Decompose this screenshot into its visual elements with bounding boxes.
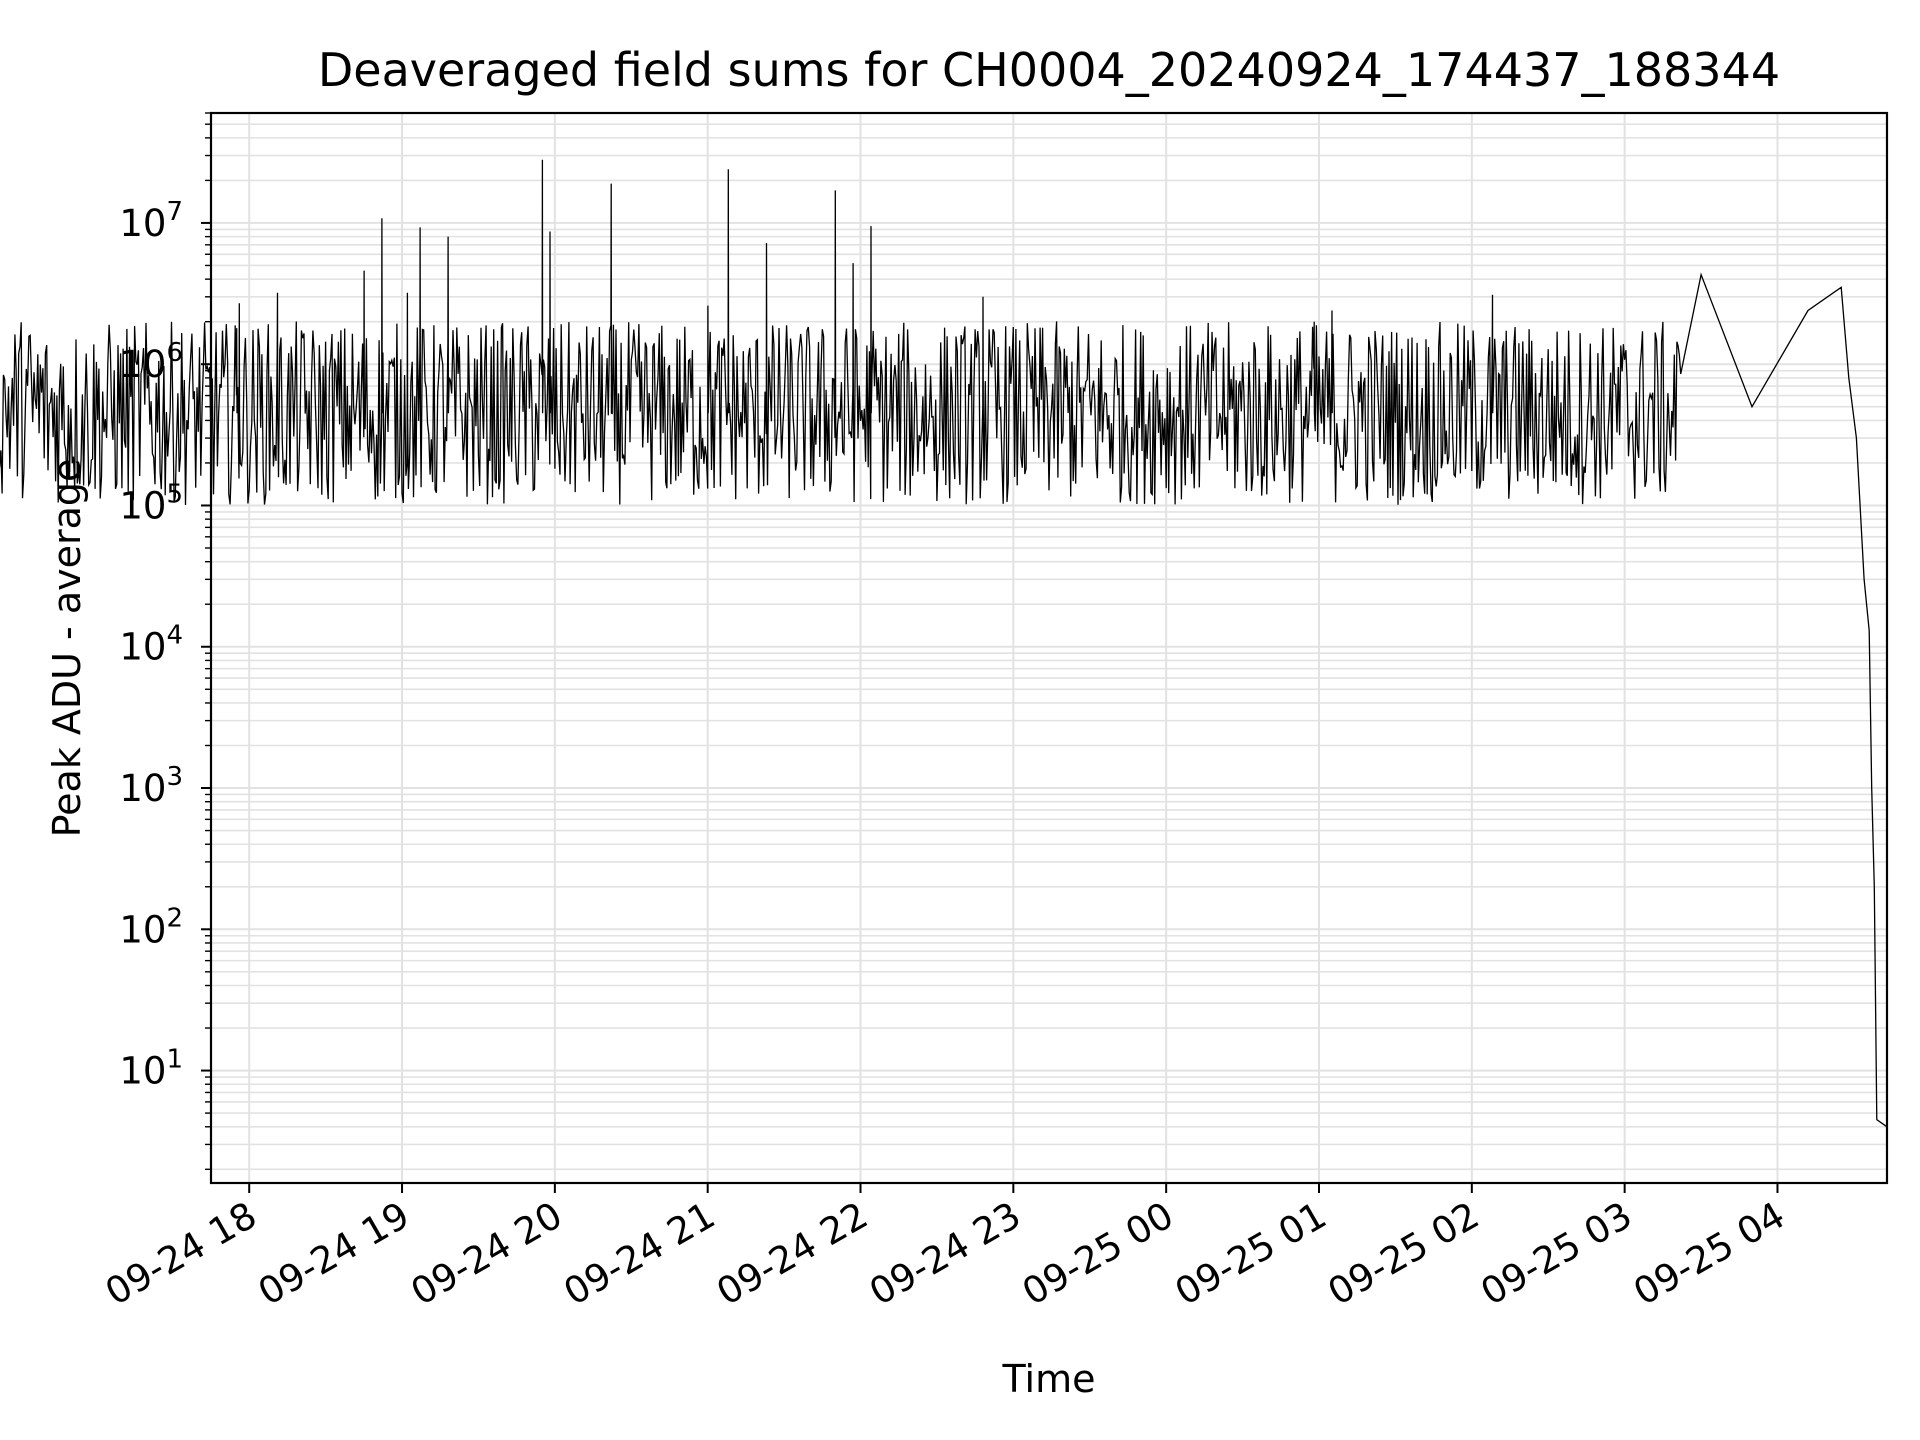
series-layer bbox=[0, 159, 1888, 1128]
y-axis-label: Peak ADU - average bbox=[45, 459, 89, 838]
series-line bbox=[0, 159, 1888, 1128]
y-tick-label: 106 bbox=[119, 338, 183, 386]
y-tick-label-base: 10 bbox=[119, 626, 166, 669]
axes-frame bbox=[209, 111, 1889, 1185]
y-tick-label-exponent: 2 bbox=[166, 903, 183, 933]
y-tick-label-exponent: 6 bbox=[166, 338, 183, 368]
y-tick-label: 103 bbox=[119, 762, 183, 810]
y-tick-label: 107 bbox=[119, 197, 183, 245]
y-tick-label-exponent: 1 bbox=[166, 1045, 183, 1075]
y-tick-label-base: 10 bbox=[119, 343, 166, 386]
y-tick-label: 105 bbox=[119, 479, 183, 527]
y-tick-label: 102 bbox=[119, 903, 183, 951]
chart-title: Deaveraged field sums for CH0004_2024092… bbox=[318, 43, 1780, 97]
y-tick-label-exponent: 3 bbox=[166, 762, 183, 792]
y-tick-label-base: 10 bbox=[119, 767, 166, 810]
y-tick-label-base: 10 bbox=[119, 484, 166, 527]
y-tick-label-exponent: 4 bbox=[166, 621, 183, 651]
y-tick-label-base: 10 bbox=[119, 202, 166, 245]
y-tick-label-base: 10 bbox=[119, 908, 166, 951]
grid bbox=[211, 112, 1887, 1183]
y-tick-label-base: 10 bbox=[119, 1050, 166, 1093]
y-tick-label-exponent: 5 bbox=[166, 479, 183, 509]
x-axis-label: Time bbox=[1002, 1357, 1096, 1401]
y-tick-label: 104 bbox=[119, 621, 183, 669]
y-tick-label-exponent: 7 bbox=[166, 197, 183, 227]
y-tick-label: 101 bbox=[119, 1045, 183, 1093]
